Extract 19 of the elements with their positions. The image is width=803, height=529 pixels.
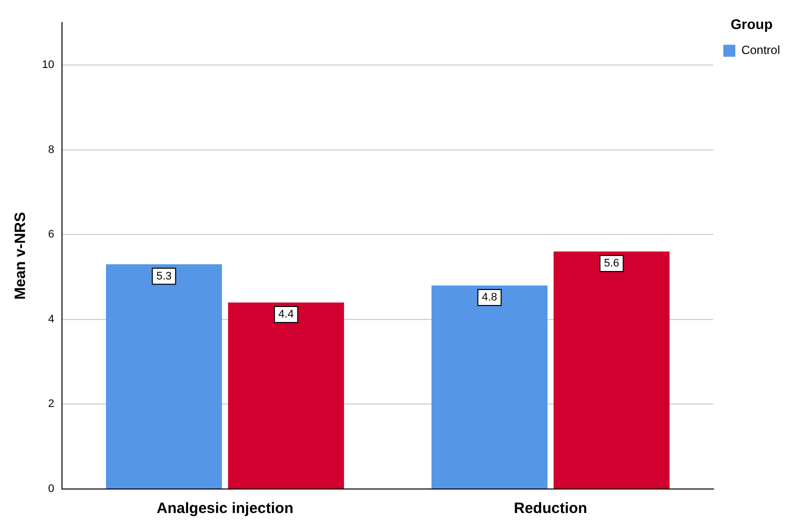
x-tick-label: Reduction [514, 500, 588, 518]
y-axis-title: Mean v-NRS [12, 212, 30, 300]
y-tick-label: 0 [48, 483, 54, 496]
bar [554, 252, 670, 488]
legend-title: Group [730, 16, 773, 32]
bar [432, 285, 548, 488]
y-tick-label: 8 [48, 144, 54, 156]
y-tick-label: 6 [48, 228, 54, 241]
legend-label: Control [741, 43, 780, 58]
x-tick-label: Analgesic injection [156, 500, 294, 518]
data-label: 4.8 [482, 292, 498, 304]
bar [106, 264, 222, 488]
data-label: 5.3 [156, 270, 172, 282]
data-label: 4.4 [278, 308, 294, 320]
data-label: 5.6 [604, 258, 620, 270]
y-tick-label: 4 [48, 313, 54, 326]
y-tick-label: 2 [48, 398, 54, 410]
y-tick-label: 10 [42, 59, 54, 72]
bar [228, 302, 344, 488]
